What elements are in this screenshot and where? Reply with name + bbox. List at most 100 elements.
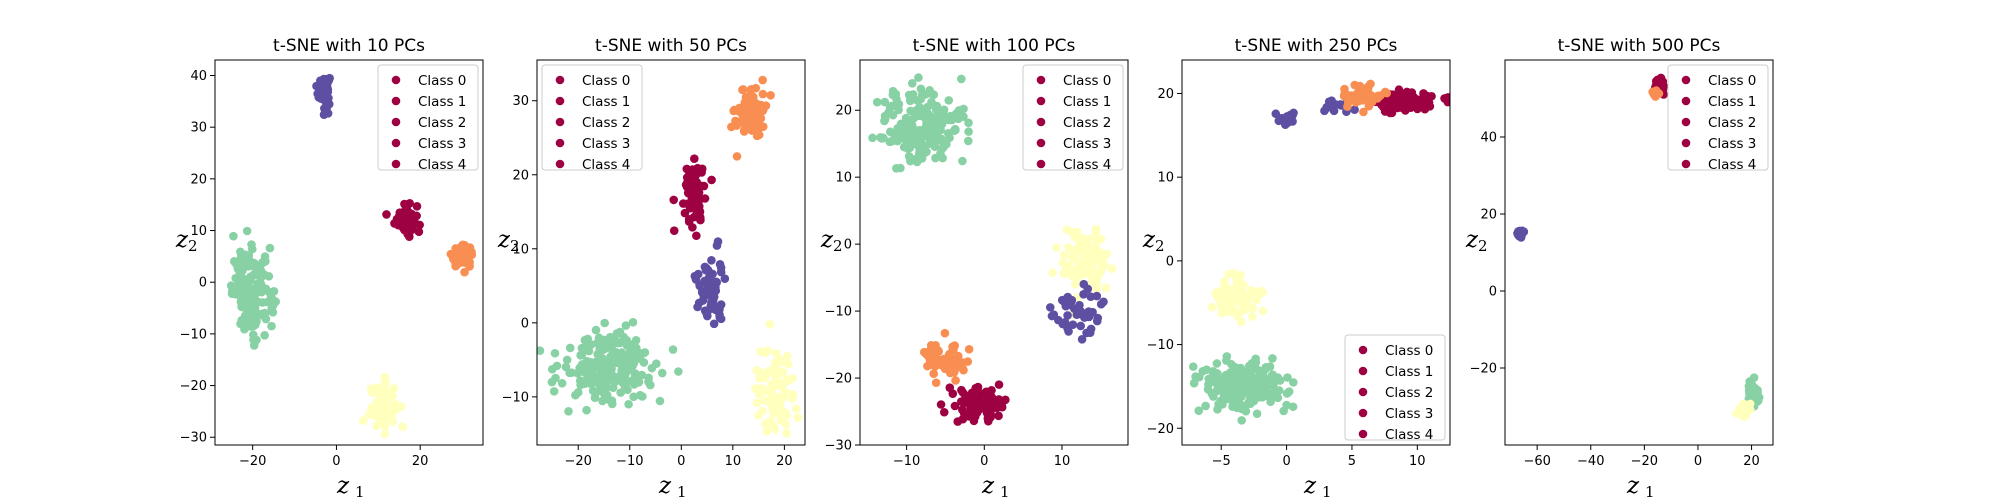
data-point: [405, 224, 414, 233]
data-point: [1259, 382, 1269, 392]
y-tick-label: 20: [190, 172, 207, 187]
y-axis-label-subscript: 2: [833, 237, 843, 255]
legend-marker: [1036, 159, 1046, 169]
data-point: [448, 252, 458, 262]
data-point: [1213, 380, 1223, 389]
legend-entry: Class 3: [1708, 136, 1756, 152]
data-point: [758, 406, 767, 416]
data-point: [639, 348, 648, 358]
legend-marker: [555, 96, 565, 106]
cluster-yellow: [1048, 224, 1117, 319]
data-point: [415, 220, 424, 230]
data-point: [1091, 228, 1100, 237]
data-point: [674, 367, 683, 376]
data-point: [987, 385, 996, 395]
legend-entry: Class 3: [1063, 136, 1111, 152]
y-tick-label: 40: [190, 69, 207, 84]
data-point: [744, 93, 753, 102]
data-point: [765, 397, 774, 407]
legend-marker: [1358, 345, 1368, 355]
data-point: [931, 124, 941, 134]
data-point: [626, 354, 635, 363]
data-point: [265, 243, 275, 253]
data-point: [890, 131, 899, 141]
x-tick-label: −60: [1523, 454, 1550, 469]
data-point: [1247, 392, 1256, 402]
data-point: [628, 317, 638, 327]
data-point: [933, 132, 942, 142]
legend-entry: Class 2: [418, 115, 466, 131]
data-point: [367, 406, 377, 416]
scatter-points: [868, 73, 1117, 426]
legend-entry: Class 2: [582, 115, 630, 131]
x-tick-label: 5: [1348, 454, 1356, 469]
data-point: [1218, 297, 1227, 306]
data-point: [242, 290, 251, 299]
data-point: [788, 394, 797, 403]
data-point: [1073, 304, 1083, 313]
data-point: [772, 392, 782, 402]
legend-entry: Class 1: [1708, 94, 1756, 110]
data-point: [565, 343, 575, 353]
data-point: [939, 407, 949, 417]
data-point: [669, 195, 678, 205]
data-point: [950, 401, 960, 411]
data-point: [1086, 292, 1096, 301]
data-point: [1275, 376, 1285, 385]
legend-marker: [1036, 138, 1046, 148]
data-point: [1207, 302, 1217, 312]
data-point: [260, 331, 269, 340]
data-point: [762, 427, 772, 436]
y-tick-label: 0: [844, 238, 852, 253]
data-point: [557, 379, 567, 388]
data-point: [957, 74, 966, 84]
data-point: [621, 321, 631, 330]
data-point: [1092, 316, 1102, 326]
data-point: [959, 112, 968, 121]
y-tick-label: 20: [1480, 208, 1497, 223]
data-point: [892, 94, 901, 104]
data-point: [696, 215, 705, 225]
data-point: [1096, 234, 1106, 244]
data-point: [682, 164, 692, 174]
data-point: [1350, 105, 1359, 115]
data-point: [1248, 377, 1257, 387]
y-tick-label: −20: [1470, 362, 1497, 377]
data-point: [1240, 304, 1250, 314]
x-axis-label: z: [1626, 473, 1640, 499]
data-point: [655, 396, 665, 406]
data-point: [885, 137, 895, 147]
data-point: [754, 123, 763, 132]
data-point: [600, 338, 610, 348]
data-point: [931, 340, 940, 350]
x-tick-label: 10: [1409, 454, 1426, 469]
data-point: [739, 127, 749, 136]
x-tick-label: 20: [776, 454, 793, 469]
data-point: [1359, 107, 1368, 117]
cluster-orange: [727, 75, 775, 161]
data-point: [1194, 406, 1204, 416]
data-point: [617, 348, 627, 357]
data-point: [412, 201, 422, 211]
data-point: [1388, 96, 1398, 105]
data-point: [715, 313, 725, 322]
data-point: [238, 273, 247, 283]
data-point: [1424, 98, 1434, 107]
data-point: [1258, 288, 1268, 297]
data-point: [692, 207, 701, 216]
data-point: [766, 90, 775, 100]
data-point: [358, 416, 368, 425]
data-point: [914, 142, 924, 151]
cluster-green: [537, 317, 683, 416]
cluster-yellow: [751, 319, 803, 438]
data-point: [1213, 405, 1222, 414]
data-point: [271, 297, 281, 306]
data-point: [1096, 266, 1106, 276]
data-point: [1747, 392, 1756, 401]
chart-title: t-SNE with 100 PCs: [913, 36, 1076, 56]
data-point: [947, 115, 957, 125]
x-tick-label: 0: [980, 454, 988, 469]
scatter-points: [1188, 79, 1450, 425]
data-point: [252, 309, 262, 318]
